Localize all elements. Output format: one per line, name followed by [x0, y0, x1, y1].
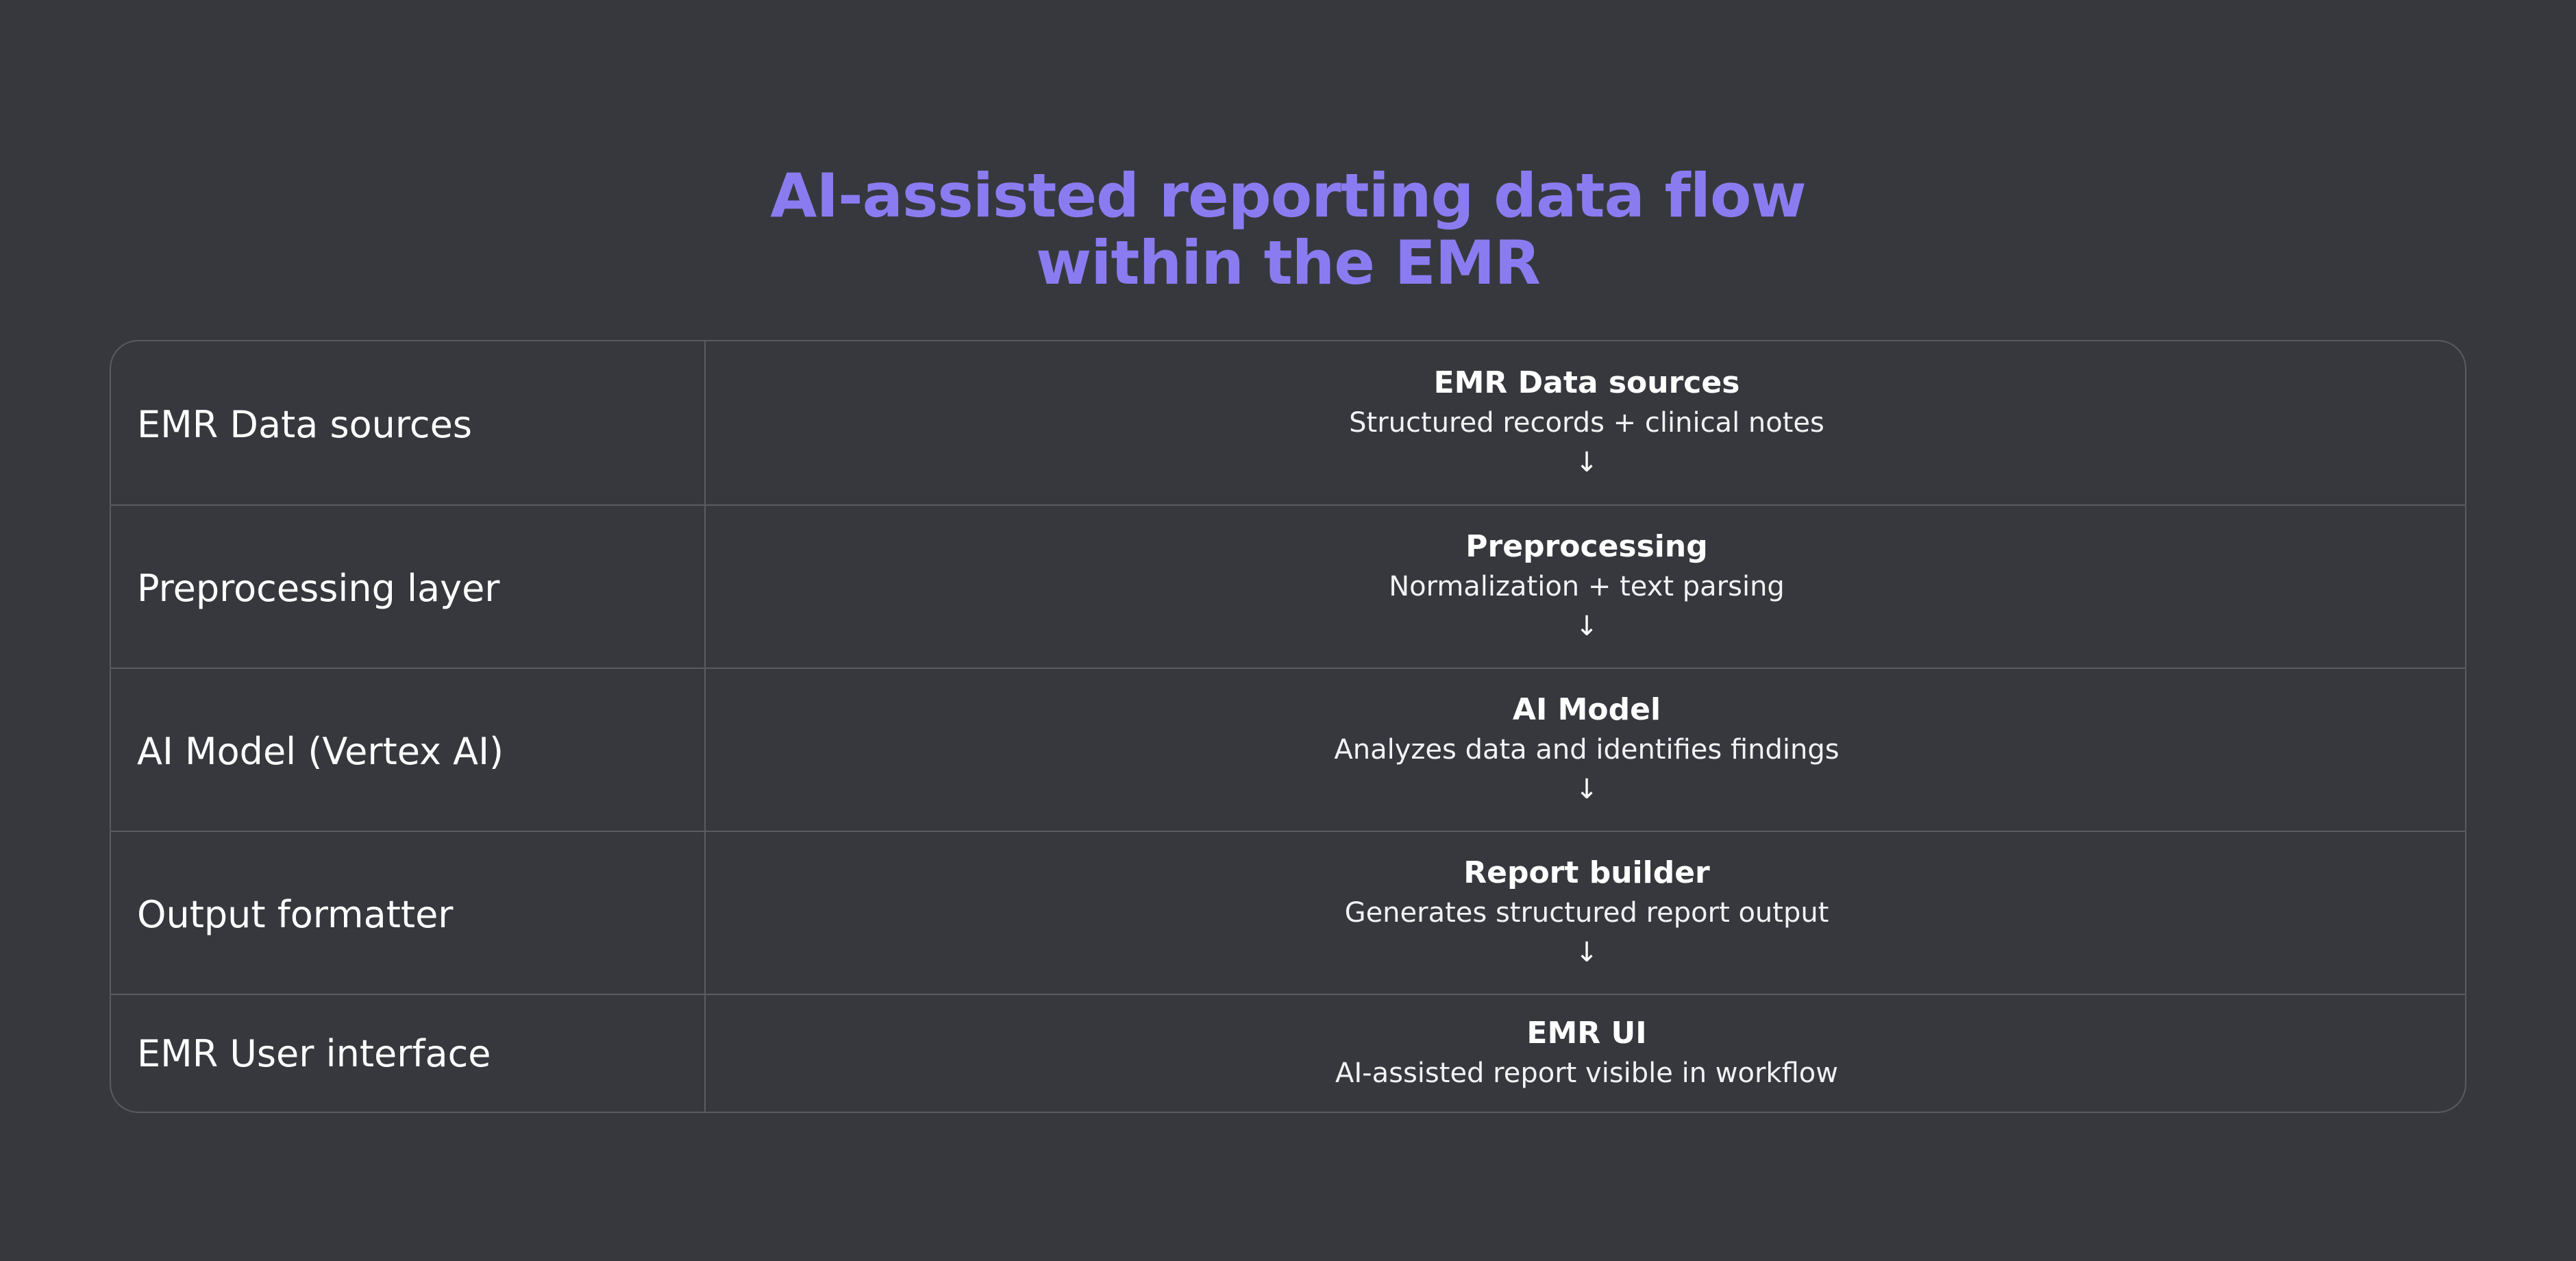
down-arrow-icon: ↓ — [1575, 611, 1598, 642]
row-label: EMR User interface — [137, 1031, 491, 1075]
table-row: EMR User interface EMR UI AI-assisted re… — [111, 994, 2465, 1112]
step-description: Normalization + text parsing — [1389, 571, 1785, 602]
diagram-title-line-1: AI-assisted reporting data flow — [770, 160, 1807, 231]
down-arrow-icon: ↓ — [1575, 774, 1598, 805]
table-row: EMR Data sources EMR Data sources Struct… — [111, 341, 2465, 504]
flow-step: EMR UI AI-assisted report visible in wor… — [706, 995, 2465, 1112]
down-arrow-icon: ↓ — [1575, 937, 1598, 968]
diagram-title-line-2: within the EMR — [1035, 227, 1541, 298]
table-row: Output formatter Report builder Generate… — [111, 831, 2465, 994]
step-description: Structured records + clinical notes — [1349, 407, 1824, 439]
down-arrow-icon: ↓ — [1575, 447, 1598, 478]
flow-step: AI Model Analyzes data and identifies fi… — [706, 669, 2465, 831]
flow-step: Report builder Generates structured repo… — [706, 832, 2465, 994]
step-title: AI Model — [1512, 692, 1661, 727]
step-title: Preprocessing — [1465, 529, 1708, 564]
step-title: Report builder — [1463, 855, 1710, 890]
table-row: AI Model (Vertex AI) AI Model Analyzes d… — [111, 668, 2465, 831]
flow-step: EMR Data sources Structured records + cl… — [706, 341, 2465, 504]
step-description: Analyzes data and identifies findings — [1334, 734, 1840, 766]
row-label: Preprocessing layer — [137, 566, 500, 610]
diagram-title: AI-assisted reporting data flow within t… — [0, 162, 2576, 297]
step-title: EMR UI — [1526, 1016, 1647, 1051]
step-description: AI-assisted report visible in workflow — [1335, 1057, 1838, 1089]
flow-step: Preprocessing Normalization + text parsi… — [706, 506, 2465, 668]
step-description: Generates structured report output — [1344, 897, 1829, 929]
row-label: EMR Data sources — [137, 402, 472, 446]
column-divider — [704, 341, 706, 1112]
table-row: Preprocessing layer Preprocessing Normal… — [111, 504, 2465, 668]
row-label: Output formatter — [137, 892, 454, 936]
step-title: EMR Data sources — [1433, 365, 1740, 400]
row-label: AI Model (Vertex AI) — [137, 729, 504, 773]
data-flow-table: EMR Data sources EMR Data sources Struct… — [110, 340, 2466, 1113]
